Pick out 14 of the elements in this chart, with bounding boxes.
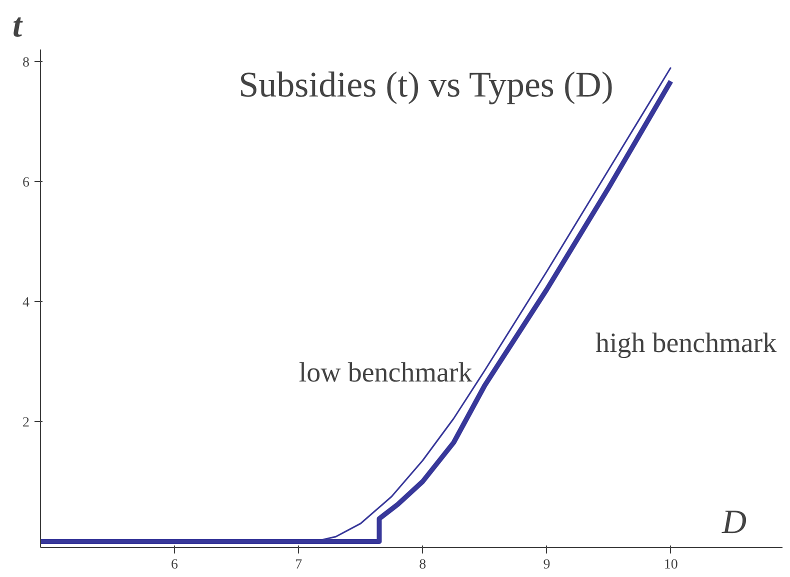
x-tick-label: 7 xyxy=(295,558,302,572)
y-tick-label: 8 xyxy=(22,56,30,70)
y-tick-label: 6 xyxy=(22,176,30,190)
x-tick-label: 9 xyxy=(543,558,550,572)
y-tick-label: 2 xyxy=(22,416,30,430)
x-axis-title: D xyxy=(720,504,747,542)
x-tick-label: 6 xyxy=(171,558,178,572)
x-tick-label: 10 xyxy=(664,558,678,572)
y-tick-label: 4 xyxy=(22,296,30,310)
x-tick-label: 8 xyxy=(419,558,426,572)
y-axis-title: t xyxy=(12,8,24,44)
chart-title: Subsidies (t) vs Types (D) xyxy=(238,64,614,104)
annotation: high benchmark xyxy=(595,328,777,359)
annotation: low benchmark xyxy=(298,358,472,389)
